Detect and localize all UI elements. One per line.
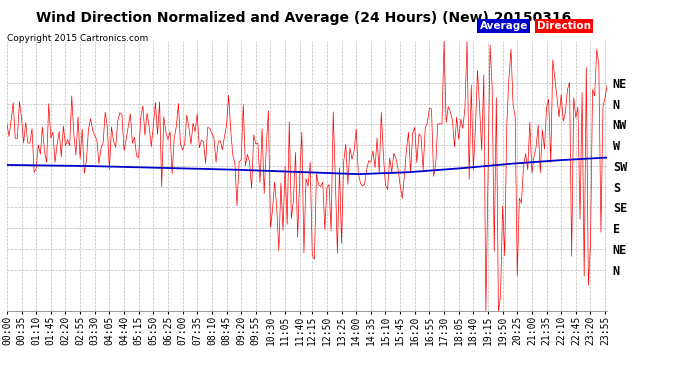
- Text: Direction: Direction: [537, 21, 591, 31]
- Text: Wind Direction Normalized and Average (24 Hours) (New) 20150316: Wind Direction Normalized and Average (2…: [36, 11, 571, 25]
- Text: Average: Average: [480, 21, 528, 31]
- Text: Copyright 2015 Cartronics.com: Copyright 2015 Cartronics.com: [7, 34, 148, 43]
